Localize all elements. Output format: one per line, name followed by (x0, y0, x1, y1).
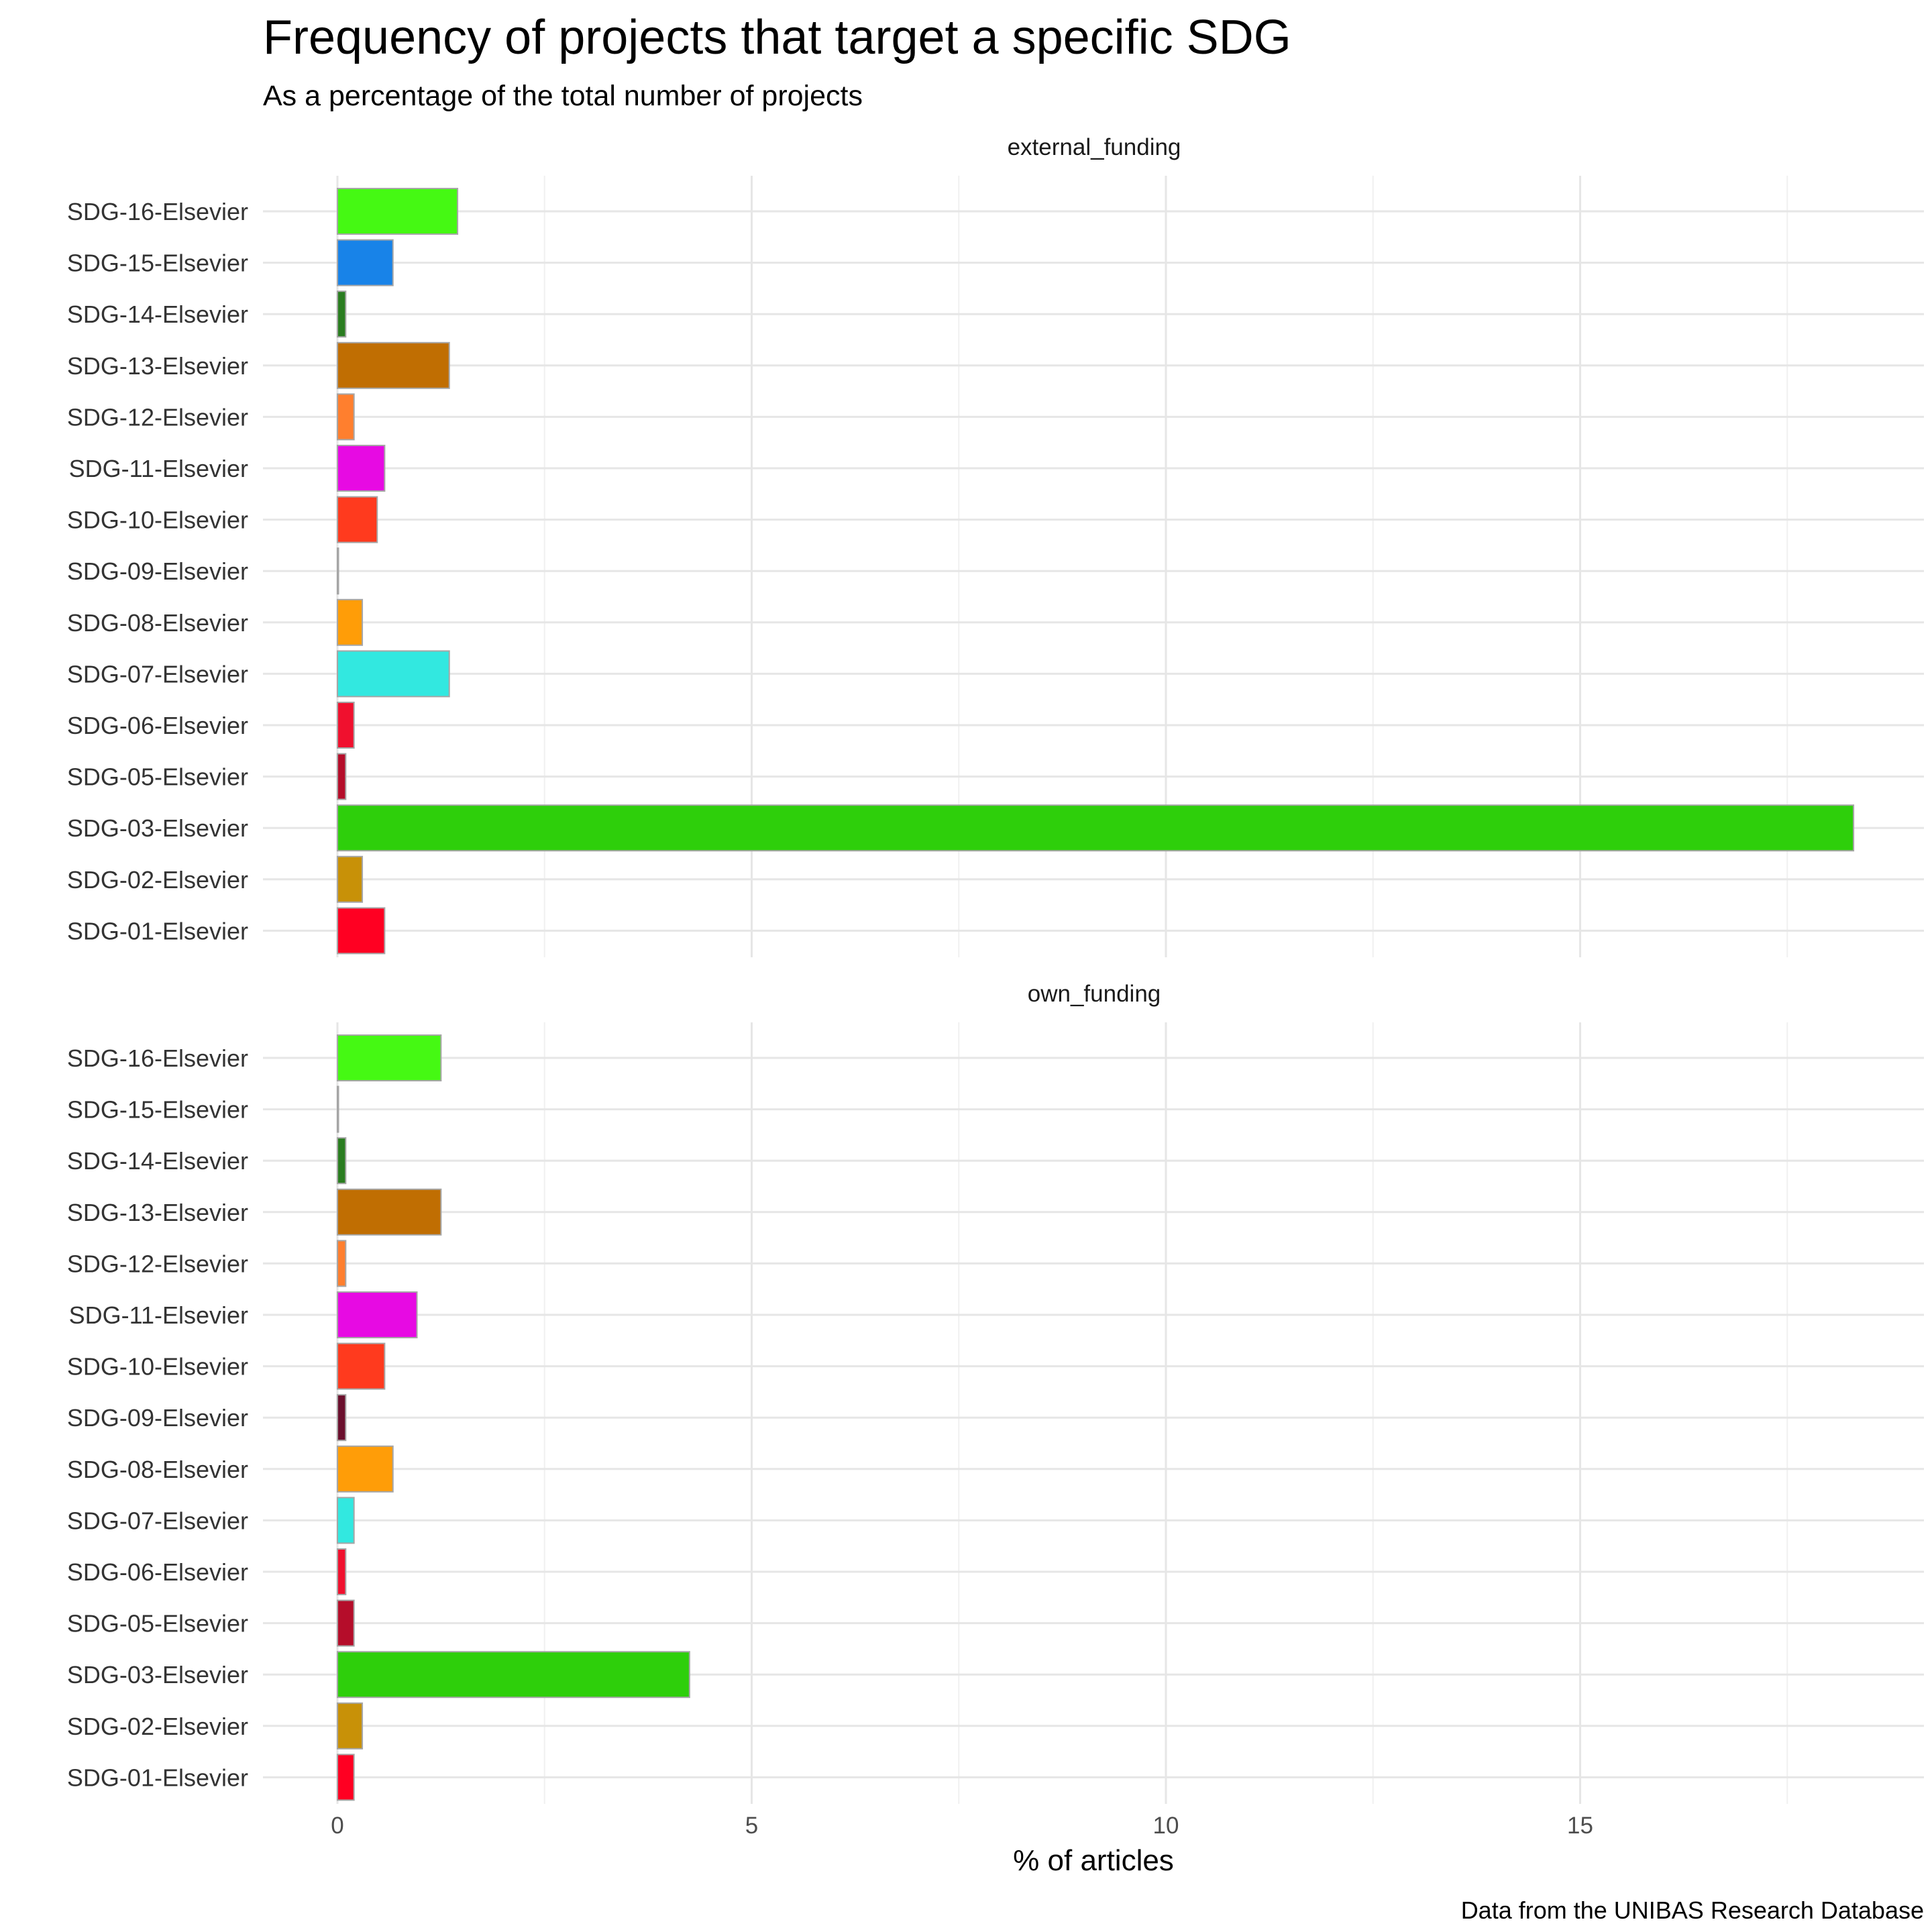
bar-external_funding-sdg-13-elsevier (337, 341, 450, 389)
x-axis-label: % of articles (1013, 1844, 1174, 1877)
y-tick-label: SDG-14-Elsevier (67, 301, 248, 328)
bar-external_funding-sdg-03-elsevier (337, 804, 1855, 852)
chart-caption: Data from the UNIBAS Research Database (1461, 1896, 1924, 1924)
bar-external_funding-sdg-02-elsevier (337, 855, 364, 903)
bar-external_funding-sdg-01-elsevier (337, 907, 386, 955)
bar-own_funding-sdg-13-elsevier (337, 1188, 442, 1236)
bar-own_funding-sdg-09-elsevier (337, 1394, 347, 1442)
x-tick-label: 10 (1153, 1813, 1179, 1839)
bar-own_funding-sdg-15-elsevier (337, 1085, 339, 1133)
y-tick-label: SDG-05-Elsevier (67, 763, 248, 791)
x-tick-label: 5 (745, 1813, 758, 1839)
facet-panel-external_funding: external_funding SDG-16-Elsevier SDG-15-El… (67, 134, 1924, 957)
bar-external_funding-sdg-09-elsevier (337, 547, 339, 595)
y-tick-label: SDG-07-Elsevier (67, 660, 248, 688)
bar-own_funding-sdg-08-elsevier (337, 1445, 394, 1493)
bar-own_funding-sdg-01-elsevier (337, 1754, 355, 1801)
bar-external_funding-sdg-07-elsevier (337, 650, 450, 698)
y-tick-label: SDG-07-Elsevier (67, 1507, 248, 1534)
y-tick-label: SDG-08-Elsevier (67, 609, 248, 637)
y-tick-label: SDG-13-Elsevier (67, 1199, 248, 1226)
bar-own_funding-sdg-06-elsevier (337, 1548, 347, 1595)
y-tick-label: SDG-15-Elsevier (67, 1096, 248, 1124)
x-axis: 0 5 10 15 (331, 1813, 1593, 1839)
bar-external_funding-sdg-10-elsevier (337, 496, 378, 543)
y-tick-label: SDG-13-Elsevier (67, 352, 248, 380)
facet-panel-own_funding: own_funding SDG-16-Elsevier SDG-15-Elsevie… (67, 981, 1924, 1804)
facet-strip-label: own_funding (1028, 981, 1161, 1007)
y-tick-label: SDG-03-Elsevier (67, 1661, 248, 1688)
chart-subtitle: As a percentage of the total number of p… (263, 80, 863, 112)
y-tick-label: SDG-02-Elsevier (67, 866, 248, 894)
bar-own_funding-sdg-02-elsevier (337, 1702, 364, 1750)
y-tick-label: SDG-08-Elsevier (67, 1456, 248, 1483)
facet-panels: external_funding SDG-16-Elsevier SDG-15-El… (67, 134, 1924, 1804)
y-tick-label: SDG-06-Elsevier (67, 1558, 248, 1586)
x-tick-label: 15 (1567, 1813, 1593, 1839)
bar-own_funding-sdg-12-elsevier (337, 1240, 347, 1287)
bar-external_funding-sdg-14-elsevier (337, 290, 347, 338)
y-tick-label: SDG-09-Elsevier (67, 1404, 248, 1432)
y-tick-label: SDG-09-Elsevier (67, 557, 248, 585)
y-tick-label: SDG-12-Elsevier (67, 403, 248, 431)
bar-external_funding-sdg-12-elsevier (337, 393, 355, 441)
bar-own_funding-sdg-16-elsevier (337, 1034, 442, 1081)
y-tick-label: SDG-03-Elsevier (67, 814, 248, 842)
bar-external_funding-sdg-05-elsevier (337, 753, 347, 800)
y-tick-label: SDG-01-Elsevier (67, 1764, 248, 1791)
bar-own_funding-sdg-07-elsevier (337, 1497, 355, 1544)
bar-external_funding-sdg-16-elsevier (337, 188, 459, 235)
bar-external_funding-sdg-11-elsevier (337, 445, 386, 492)
facet-strip-label: external_funding (1008, 134, 1181, 160)
y-tick-label: SDG-10-Elsevier (67, 506, 248, 534)
y-tick-label: SDG-12-Elsevier (67, 1250, 248, 1277)
bar-own_funding-sdg-03-elsevier (337, 1651, 690, 1699)
bar-own_funding-sdg-14-elsevier (337, 1137, 347, 1185)
y-tick-label: SDG-16-Elsevier (67, 198, 248, 225)
y-tick-label: SDG-11-Elsevier (69, 1301, 248, 1329)
bar-own_funding-sdg-05-elsevier (337, 1599, 355, 1647)
y-tick-label: SDG-05-Elsevier (67, 1610, 248, 1638)
y-tick-label: SDG-01-Elsevier (67, 917, 248, 945)
y-tick-label: SDG-06-Elsevier (67, 712, 248, 739)
y-tick-label: SDG-10-Elsevier (67, 1353, 248, 1381)
y-tick-label: SDG-16-Elsevier (67, 1044, 248, 1072)
y-tick-label: SDG-14-Elsevier (67, 1147, 248, 1175)
y-tick-label: SDG-15-Elsevier (67, 250, 248, 277)
y-tick-label: SDG-11-Elsevier (69, 455, 248, 482)
x-tick-label: 0 (331, 1813, 343, 1839)
bar-external_funding-sdg-06-elsevier (337, 702, 355, 749)
bar-own_funding-sdg-11-elsevier (337, 1291, 418, 1338)
bar-external_funding-sdg-08-elsevier (337, 598, 364, 646)
bar-external_funding-sdg-15-elsevier (337, 239, 394, 286)
y-tick-label: SDG-02-Elsevier (67, 1713, 248, 1740)
chart-title: Frequency of projects that target a spec… (263, 11, 1291, 64)
bar-own_funding-sdg-10-elsevier (337, 1342, 386, 1390)
